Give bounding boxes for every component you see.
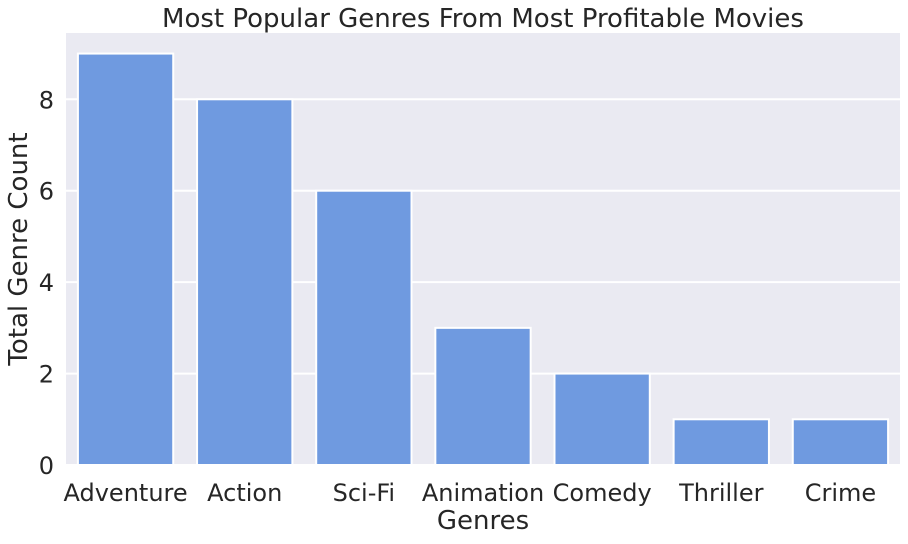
y-tick-label: 8 [39, 86, 54, 114]
x-tick-label: Sci-Fi [333, 479, 395, 507]
chart-title: Most Popular Genres From Most Profitable… [162, 4, 804, 34]
bar-sci-fi [315, 189, 413, 466]
bar-crime [791, 418, 890, 466]
y-tick-label: 4 [39, 269, 54, 297]
bar-animation [434, 326, 532, 466]
bar-adventure [76, 52, 175, 466]
bars [76, 52, 890, 467]
y-axis-label: Total Genre Count [4, 132, 34, 366]
y-tick-label: 6 [39, 178, 54, 206]
x-tick-label: Comedy [553, 479, 652, 507]
bar-thriller [672, 418, 770, 466]
x-axis-label: Genres [437, 506, 529, 536]
x-tick-label: Thriller [678, 479, 764, 507]
bar-comedy [553, 372, 651, 467]
x-tick-label: Action [207, 479, 282, 507]
x-tick-label: Adventure [64, 479, 188, 507]
x-tick-label: Crime [805, 479, 876, 507]
x-tick-label: Animation [422, 479, 544, 507]
y-tick-label: 2 [39, 361, 54, 389]
bar-action [196, 98, 294, 467]
y-tick-labels: 0 2 4 6 8 [39, 86, 54, 480]
x-tick-labels: Adventure Action Sci-Fi Animation Comedy Thri… [64, 479, 877, 507]
y-tick-label: 0 [39, 452, 54, 480]
